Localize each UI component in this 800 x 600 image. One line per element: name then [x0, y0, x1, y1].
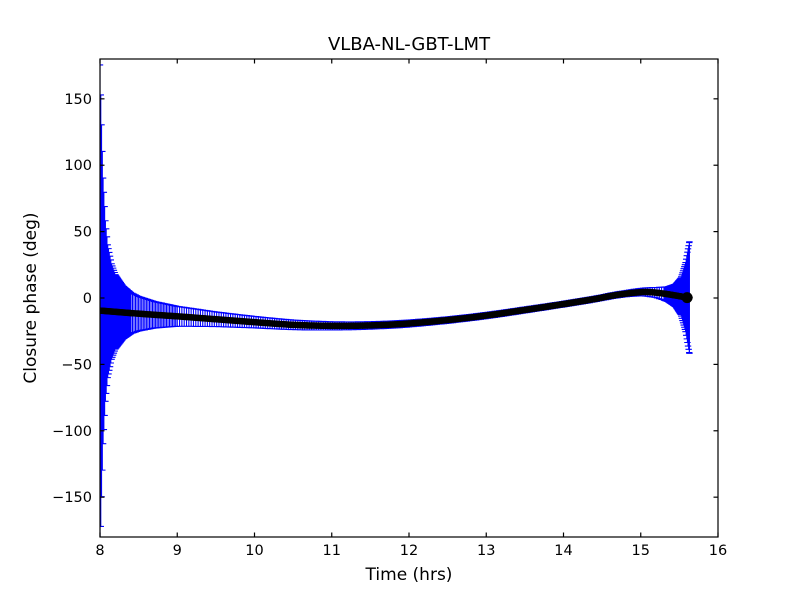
x-tick-label: 8 — [95, 543, 104, 559]
data-point — [646, 288, 654, 296]
x-tick-label: 11 — [323, 543, 341, 559]
data-point — [215, 316, 223, 323]
data-point — [192, 314, 199, 321]
data-point — [466, 314, 473, 321]
data-point — [368, 322, 376, 329]
data-point — [350, 322, 357, 329]
data-point — [623, 290, 631, 297]
data-point — [187, 314, 195, 321]
data-point — [252, 319, 260, 326]
data-point — [206, 315, 213, 322]
data-point — [201, 315, 209, 322]
data-point — [345, 322, 352, 330]
end-data-point — [681, 292, 693, 304]
x-tick-label: 13 — [477, 543, 495, 559]
data-point — [178, 313, 186, 320]
y-tick-label: 50 — [74, 225, 92, 241]
data-point — [452, 316, 459, 323]
data-point — [262, 319, 269, 327]
data-point — [415, 319, 422, 326]
data-point — [174, 313, 181, 320]
data-point — [308, 322, 315, 329]
data-point — [294, 321, 301, 329]
x-tick-label: 16 — [709, 543, 727, 559]
y-tick-labels: −150 −100 −50 0 50 100 150 — [52, 92, 92, 506]
data-point — [220, 316, 227, 324]
data-point — [313, 322, 320, 329]
data-point — [632, 289, 640, 296]
y-tick-label: −100 — [52, 424, 92, 440]
data-point — [331, 322, 339, 330]
data-point — [401, 320, 408, 328]
data-point — [285, 321, 292, 328]
x-tick-label: 12 — [400, 543, 418, 559]
x-tick-labels: 8 9 10 11 12 13 14 15 16 — [95, 543, 727, 559]
data-point — [229, 317, 237, 324]
data-point — [433, 317, 441, 325]
axis-ticks — [99, 59, 719, 537]
data-point — [424, 318, 431, 326]
data-point — [461, 314, 468, 322]
data-point — [280, 321, 288, 328]
data-point — [271, 320, 278, 327]
data-point — [299, 322, 306, 329]
x-tick-label: 14 — [554, 543, 572, 559]
data-point — [651, 289, 658, 296]
x-tick-label: 15 — [632, 543, 650, 559]
data-point — [327, 322, 334, 330]
data-point — [276, 320, 283, 328]
data-point — [211, 315, 218, 323]
x-tick-label: 10 — [245, 543, 263, 559]
data-point — [475, 313, 482, 320]
y-tick-label: 150 — [64, 92, 92, 108]
y-tick-label: −50 — [61, 357, 92, 373]
y-tick-label: 100 — [64, 158, 92, 174]
data-point — [354, 322, 362, 329]
data-point — [234, 317, 241, 325]
y-axis-label: Closure phase (deg) — [21, 212, 41, 383]
data-point — [387, 321, 394, 328]
data-point — [359, 322, 366, 329]
data-point — [447, 316, 454, 323]
data-point — [456, 315, 464, 322]
data-point — [197, 314, 204, 322]
data-point — [410, 319, 417, 327]
data-point — [317, 322, 325, 329]
data-point — [442, 317, 450, 324]
data-point — [225, 316, 232, 324]
data-point — [243, 318, 250, 325]
data-point — [642, 288, 649, 296]
data-point — [405, 320, 413, 327]
y-tick-label: 0 — [83, 291, 92, 307]
data-point — [303, 322, 311, 329]
data-point — [238, 318, 246, 325]
data-point — [391, 321, 399, 328]
data-point — [396, 320, 403, 328]
data-point — [248, 318, 255, 326]
data-point — [322, 322, 329, 329]
data-point — [438, 317, 445, 324]
data-point — [289, 321, 297, 329]
data-point — [377, 321, 385, 329]
data-point — [257, 319, 264, 326]
data-point — [340, 322, 348, 330]
y-tick-label: −150 — [52, 490, 92, 506]
data-point — [637, 288, 644, 296]
marker-series — [100, 288, 693, 330]
data-point — [336, 322, 343, 330]
x-axis-label: Time (hrs) — [365, 565, 453, 585]
data-point — [428, 318, 436, 325]
data-point — [628, 289, 635, 297]
plot-title: VLBA-NL-GBT-LMT — [328, 34, 491, 55]
data-point — [373, 321, 380, 329]
data-point — [183, 313, 190, 321]
data-point — [364, 322, 371, 329]
x-tick-label: 9 — [173, 543, 182, 559]
data-point — [266, 320, 274, 327]
data-point — [419, 319, 427, 326]
data-point — [382, 321, 390, 329]
